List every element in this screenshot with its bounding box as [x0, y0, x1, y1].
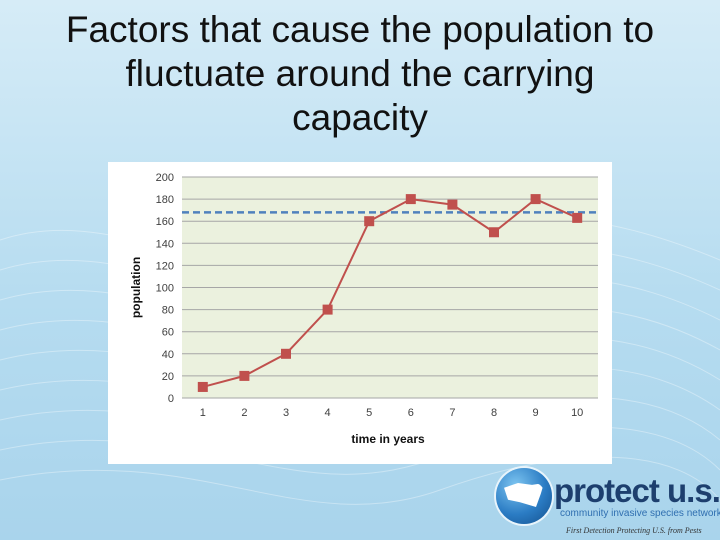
y-axis-label: population: [129, 257, 143, 318]
protect-us-logo: protect u.s. community invasive species …: [492, 466, 720, 540]
data-point: [489, 227, 499, 238]
data-points: [197, 194, 583, 392]
logo-name: protect u.s.: [554, 472, 720, 509]
series-line: [202, 197, 578, 388]
y-tick-labels: 0 20 40 60 80 100 120 140 160 180 200: [156, 172, 174, 405]
x-tick-label: 9: [533, 407, 539, 419]
data-point: [322, 304, 333, 315]
data-point: [197, 381, 208, 392]
logo-subline: First Detection Protecting U.S. from Pes…: [566, 526, 702, 535]
population-chart: 0 20 40 60 80 100 120 140 160 180 200 1 2 3 4 5 6 7 8 9 10 …: [108, 162, 612, 464]
data-point: [572, 212, 583, 223]
x-tick-label: 1: [200, 407, 206, 419]
y-tick-label: 80: [162, 305, 174, 317]
y-tick-label: 140: [156, 238, 174, 250]
logo-tagline: community invasive species network: [560, 508, 720, 519]
x-tick-label: 4: [325, 407, 331, 419]
data-point: [447, 199, 458, 210]
y-tick-label: 0: [168, 393, 174, 405]
slide-title: Factors that cause the population to flu…: [10, 8, 710, 140]
y-tick-label: 160: [156, 216, 174, 228]
title-line-1: Factors that cause the population to: [65, 9, 655, 50]
y-tick-label: 20: [162, 371, 174, 383]
y-tick-label: 40: [162, 349, 174, 361]
x-tick-label: 2: [241, 407, 247, 419]
x-tick-label: 8: [491, 407, 497, 419]
y-tick-label: 60: [162, 327, 174, 339]
y-tick-label: 200: [156, 172, 174, 184]
x-tick-label: 6: [408, 407, 414, 419]
y-tick-label: 180: [156, 194, 174, 206]
data-point: [364, 216, 375, 227]
y-tick-label: 120: [156, 260, 174, 272]
x-tick-label: 10: [571, 407, 583, 419]
title-line-2: fluctuate around the carrying: [125, 53, 595, 94]
y-tick-label: 100: [156, 283, 174, 295]
x-tick-label: 7: [449, 407, 455, 419]
gridlines: [182, 176, 598, 399]
data-point: [405, 194, 416, 205]
x-tick-label: 3: [283, 407, 289, 419]
data-point: [281, 348, 291, 359]
x-axis-label: time in years: [351, 432, 425, 446]
data-point: [239, 370, 250, 381]
data-point: [530, 194, 541, 205]
title-line-3: capacity: [292, 97, 428, 138]
x-tick-labels: 1 2 3 4 5 6 7 8 9 10: [200, 407, 584, 419]
x-tick-label: 5: [366, 407, 372, 419]
